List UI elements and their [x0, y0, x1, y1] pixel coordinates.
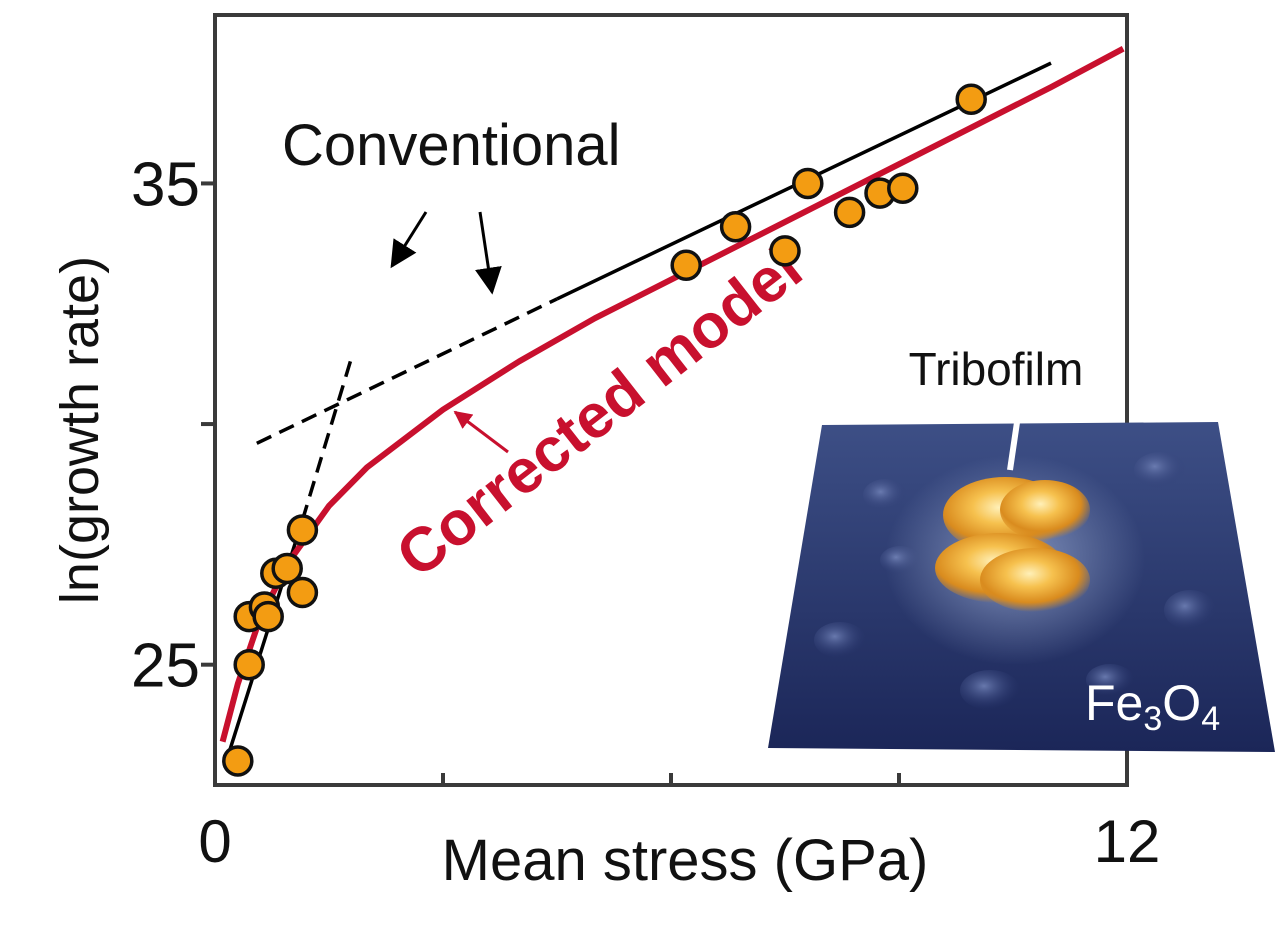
inset-bump: [1134, 452, 1186, 488]
data-point: [286, 576, 319, 609]
conventional-label: Conventional: [282, 113, 621, 178]
data-point: [670, 249, 702, 281]
data-point: [222, 745, 254, 777]
data-points: [222, 83, 987, 777]
fe3o4-sub3: 3: [1143, 700, 1162, 738]
tribofilm-label: Tribofilm: [909, 343, 1084, 395]
tribofilm-inset: Tribofilm Fe3O4: [768, 343, 1275, 752]
tribofilm-peak: [980, 548, 1090, 612]
conventional-dashed-line: [300, 356, 354, 521]
tribofilm-pointer: [1007, 401, 1023, 471]
x-axis-label: Mean stress (GPa): [442, 828, 929, 893]
inset-bump: [1164, 590, 1216, 630]
conventional-arrow-left: [390, 211, 428, 269]
y-axis-label: ln(growth rate): [50, 256, 110, 604]
fe3o4-o: O: [1162, 675, 1201, 731]
corrected-model-label: Corrected model: [384, 233, 815, 591]
x-tick-label: 12: [1094, 808, 1161, 875]
conventional-dashed-line: [256, 297, 558, 445]
tribofilm-peak: [1000, 480, 1090, 540]
conventional-arrow-right: [475, 211, 502, 295]
fe3o4-label: Fe3O4: [1085, 675, 1220, 738]
data-point: [233, 648, 265, 681]
data-point: [955, 83, 987, 115]
fe3o4-sub4: 4: [1201, 700, 1220, 738]
data-point: [271, 552, 303, 585]
inset-bump: [1086, 664, 1134, 696]
data-point: [792, 167, 824, 200]
inset-bump: [863, 479, 907, 511]
corrected-arrow: [453, 410, 509, 454]
data-point: [833, 196, 866, 229]
data-point: [286, 514, 319, 546]
data-point: [769, 235, 801, 267]
y-tick-label: 25: [131, 632, 200, 701]
data-point: [719, 211, 752, 243]
inset-bump: [960, 670, 1020, 710]
data-point: [887, 172, 919, 204]
inset-bump: [814, 622, 866, 658]
data-point: [252, 600, 284, 633]
axes: 0 12 35 25: [131, 150, 1160, 875]
fe3o4-fe: Fe: [1085, 675, 1143, 731]
x-tick-label: 0: [198, 808, 231, 875]
y-tick-label: 35: [131, 150, 200, 219]
